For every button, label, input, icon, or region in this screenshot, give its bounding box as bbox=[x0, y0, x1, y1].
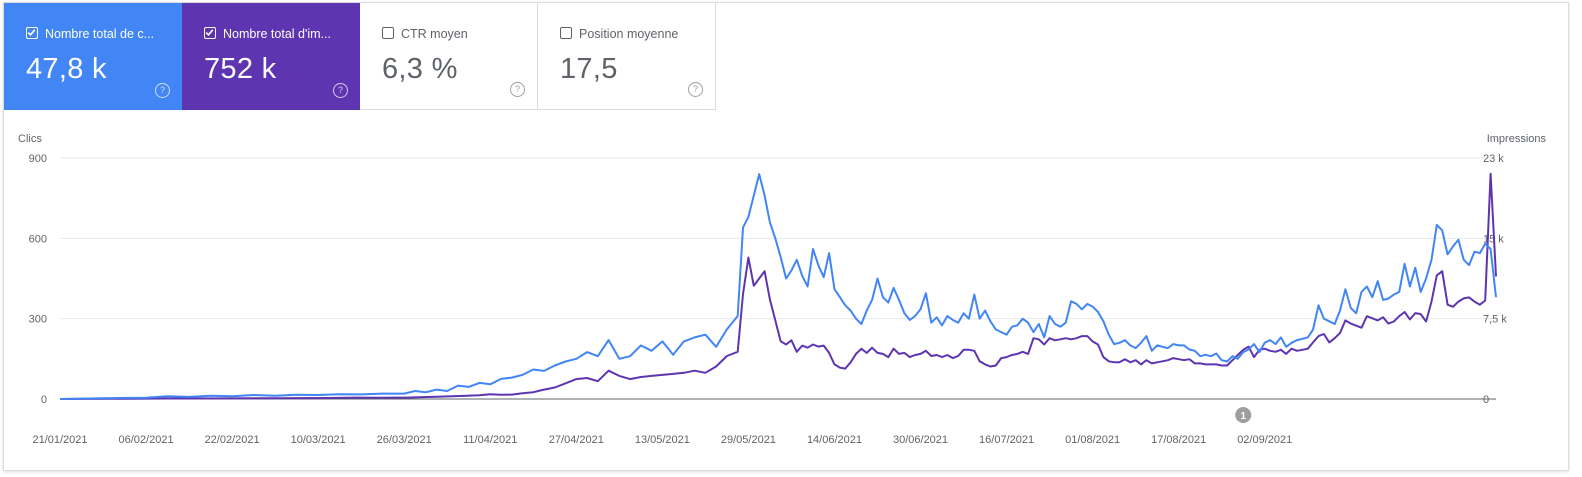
x-tick-label: 22/02/2021 bbox=[205, 434, 260, 446]
y-right-tick-label: 0 bbox=[1483, 394, 1489, 406]
x-tick-label: 10/03/2021 bbox=[291, 434, 346, 446]
x-tick-label: 01/08/2021 bbox=[1065, 434, 1120, 446]
x-tick-label: 14/06/2021 bbox=[807, 434, 862, 446]
series-line-impressions bbox=[59, 172, 1497, 400]
metric-card-position[interactable]: Position moyenne 17,5 ? bbox=[538, 3, 716, 110]
checkbox-icon[interactable] bbox=[560, 27, 572, 39]
y-left-tick-label: 0 bbox=[41, 394, 47, 406]
metric-value: 6,3 % bbox=[382, 53, 458, 85]
metric-card-clicks[interactable]: Nombre total de c... 47,8 k ? bbox=[4, 3, 182, 110]
annotation-marker[interactable] bbox=[1235, 407, 1252, 423]
checkbox-icon[interactable] bbox=[382, 27, 394, 39]
help-icon[interactable]: ? bbox=[333, 83, 348, 98]
x-tick-label: 13/05/2021 bbox=[635, 434, 690, 446]
metric-card-ctr[interactable]: CTR moyen 6,3 % ? bbox=[360, 3, 538, 110]
metric-label: CTR moyen bbox=[401, 27, 468, 41]
metric-value: 47,8 k bbox=[26, 53, 107, 85]
y-right-tick-label: 23 k bbox=[1483, 153, 1504, 165]
help-icon[interactable]: ? bbox=[688, 82, 703, 97]
metric-label: Nombre total d'im... bbox=[223, 27, 331, 41]
x-tick-label: 02/09/2021 bbox=[1237, 434, 1292, 446]
x-tick-label: 21/01/2021 bbox=[32, 434, 87, 446]
checkbox-icon[interactable] bbox=[26, 27, 38, 39]
metric-label: Nombre total de c... bbox=[45, 27, 155, 41]
series-line-clics bbox=[59, 173, 1497, 400]
x-tick-label: 17/08/2021 bbox=[1151, 434, 1206, 446]
metric-value: 17,5 bbox=[560, 53, 618, 85]
y-axis-left-title: Clics bbox=[18, 133, 42, 145]
x-tick-label: 16/07/2021 bbox=[979, 434, 1034, 446]
x-tick-label: 29/05/2021 bbox=[721, 434, 776, 446]
x-tick-label: 11/04/2021 bbox=[463, 434, 517, 446]
x-tick-label: 06/02/2021 bbox=[119, 434, 174, 446]
y-left-tick-label: 900 bbox=[29, 153, 47, 165]
metric-cards: Nombre total de c... 47,8 k ? Nombre tot… bbox=[4, 3, 716, 110]
checkbox-icon[interactable] bbox=[204, 27, 216, 39]
metric-card-impressions[interactable]: Nombre total d'im... 752 k ? bbox=[182, 3, 360, 110]
performance-panel: Nombre total de c... 47,8 k ? Nombre tot… bbox=[3, 2, 1569, 471]
help-icon[interactable]: ? bbox=[510, 82, 525, 97]
x-tick-label: 27/04/2021 bbox=[549, 434, 604, 446]
y-axis-right-title: Impressions bbox=[1487, 133, 1547, 145]
x-tick-label: 26/03/2021 bbox=[377, 434, 432, 446]
y-right-tick-label: 7,5 k bbox=[1483, 314, 1507, 326]
y-left-tick-label: 600 bbox=[29, 233, 47, 245]
metric-label: Position moyenne bbox=[579, 27, 679, 41]
annotation-label: 1 bbox=[1240, 411, 1246, 422]
metric-value: 752 k bbox=[204, 53, 277, 85]
help-icon[interactable]: ? bbox=[155, 83, 170, 98]
x-tick-label: 30/06/2021 bbox=[893, 434, 948, 446]
y-left-tick-label: 300 bbox=[29, 314, 47, 326]
